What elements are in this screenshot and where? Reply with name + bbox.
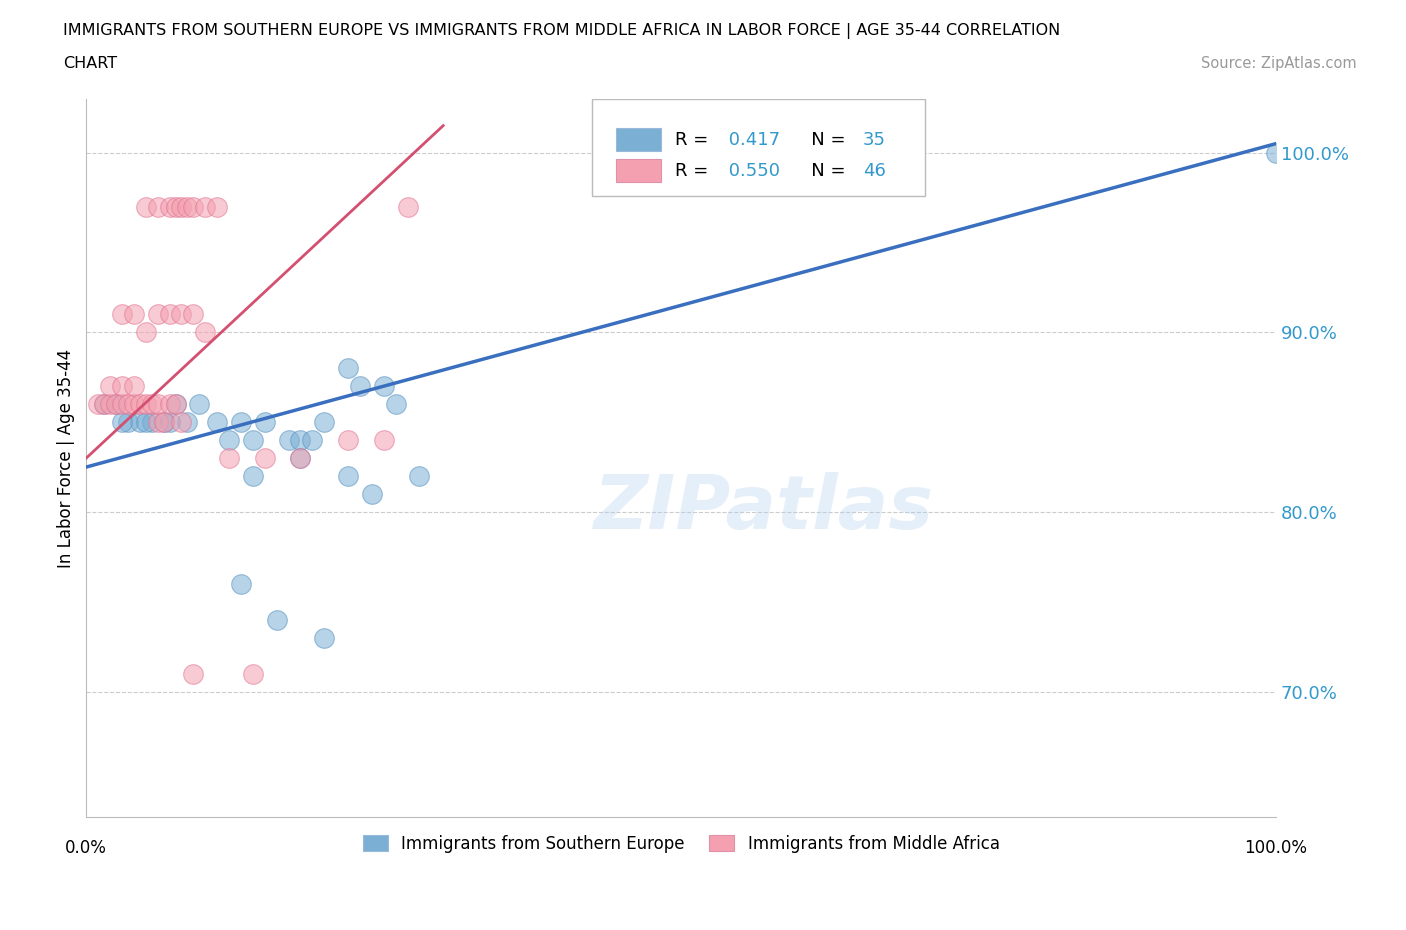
Point: [98, 379, 121, 393]
Point: [165, 397, 187, 412]
Point: [242, 432, 264, 447]
Point: [337, 361, 360, 376]
Point: [122, 397, 145, 412]
Point: [111, 397, 134, 412]
Point: [396, 199, 419, 214]
Text: N =: N =: [794, 131, 852, 149]
Point: [183, 199, 205, 214]
Text: 35: 35: [863, 131, 886, 149]
Point: [105, 397, 128, 412]
Point: [98, 397, 121, 412]
Point: [170, 199, 193, 214]
Point: [141, 397, 163, 412]
Point: [93, 397, 115, 412]
Point: [290, 451, 312, 466]
Point: [111, 307, 134, 322]
Point: [128, 415, 150, 430]
Point: [152, 415, 174, 430]
Point: [337, 432, 360, 447]
Point: [135, 325, 157, 339]
Point: [159, 415, 181, 430]
Point: [277, 432, 299, 447]
FancyBboxPatch shape: [592, 99, 925, 195]
Point: [183, 307, 205, 322]
Point: [170, 307, 193, 322]
Point: [159, 307, 181, 322]
FancyBboxPatch shape: [616, 159, 661, 182]
Point: [152, 415, 174, 430]
Point: [1265, 145, 1288, 160]
Point: [146, 397, 169, 412]
Y-axis label: In Labor Force | Age 35-44: In Labor Force | Age 35-44: [58, 349, 75, 567]
Text: 46: 46: [863, 162, 886, 179]
Text: 100.0%: 100.0%: [1244, 839, 1308, 857]
Point: [135, 199, 157, 214]
Point: [176, 199, 198, 214]
Point: [373, 379, 395, 393]
Point: [242, 666, 264, 681]
Point: [253, 415, 276, 430]
Point: [314, 415, 336, 430]
Text: 0.550: 0.550: [723, 162, 780, 179]
Point: [290, 432, 312, 447]
Legend: Immigrants from Southern Europe, Immigrants from Middle Africa: Immigrants from Southern Europe, Immigra…: [356, 828, 1007, 859]
Point: [290, 451, 312, 466]
Point: [218, 432, 240, 447]
Point: [218, 451, 240, 466]
Point: [408, 469, 430, 484]
Point: [122, 307, 145, 322]
Text: N =: N =: [794, 162, 852, 179]
Point: [165, 397, 187, 412]
Point: [205, 199, 228, 214]
Point: [384, 397, 406, 412]
Point: [105, 397, 128, 412]
Point: [117, 415, 139, 430]
Point: [159, 199, 181, 214]
Text: ZIPatlas: ZIPatlas: [595, 472, 935, 545]
Point: [165, 199, 187, 214]
Point: [266, 612, 288, 627]
Text: 0.417: 0.417: [723, 131, 780, 149]
Point: [122, 379, 145, 393]
Point: [87, 397, 110, 412]
Point: [229, 415, 252, 430]
Point: [194, 199, 217, 214]
Text: R =: R =: [675, 131, 714, 149]
Point: [159, 397, 181, 412]
Point: [146, 199, 169, 214]
Point: [111, 379, 134, 393]
Point: [141, 415, 163, 430]
Point: [229, 577, 252, 591]
Point: [128, 397, 150, 412]
Point: [188, 397, 211, 412]
Point: [146, 307, 169, 322]
Point: [135, 397, 157, 412]
Text: CHART: CHART: [63, 56, 117, 71]
Text: Source: ZipAtlas.com: Source: ZipAtlas.com: [1201, 56, 1357, 71]
Point: [176, 415, 198, 430]
Point: [360, 486, 382, 501]
Text: R =: R =: [675, 162, 714, 179]
Point: [135, 415, 157, 430]
Point: [146, 415, 169, 430]
Point: [117, 397, 139, 412]
Point: [349, 379, 371, 393]
Point: [314, 631, 336, 645]
Point: [253, 451, 276, 466]
Point: [111, 415, 134, 430]
Text: IMMIGRANTS FROM SOUTHERN EUROPE VS IMMIGRANTS FROM MIDDLE AFRICA IN LABOR FORCE : IMMIGRANTS FROM SOUTHERN EUROPE VS IMMIG…: [63, 23, 1060, 39]
Point: [194, 325, 217, 339]
Point: [170, 415, 193, 430]
Point: [205, 415, 228, 430]
Text: 0.0%: 0.0%: [65, 839, 107, 857]
Point: [93, 397, 115, 412]
Point: [373, 432, 395, 447]
Point: [183, 666, 205, 681]
Point: [337, 469, 360, 484]
Point: [301, 432, 323, 447]
Point: [242, 469, 264, 484]
FancyBboxPatch shape: [616, 128, 661, 152]
